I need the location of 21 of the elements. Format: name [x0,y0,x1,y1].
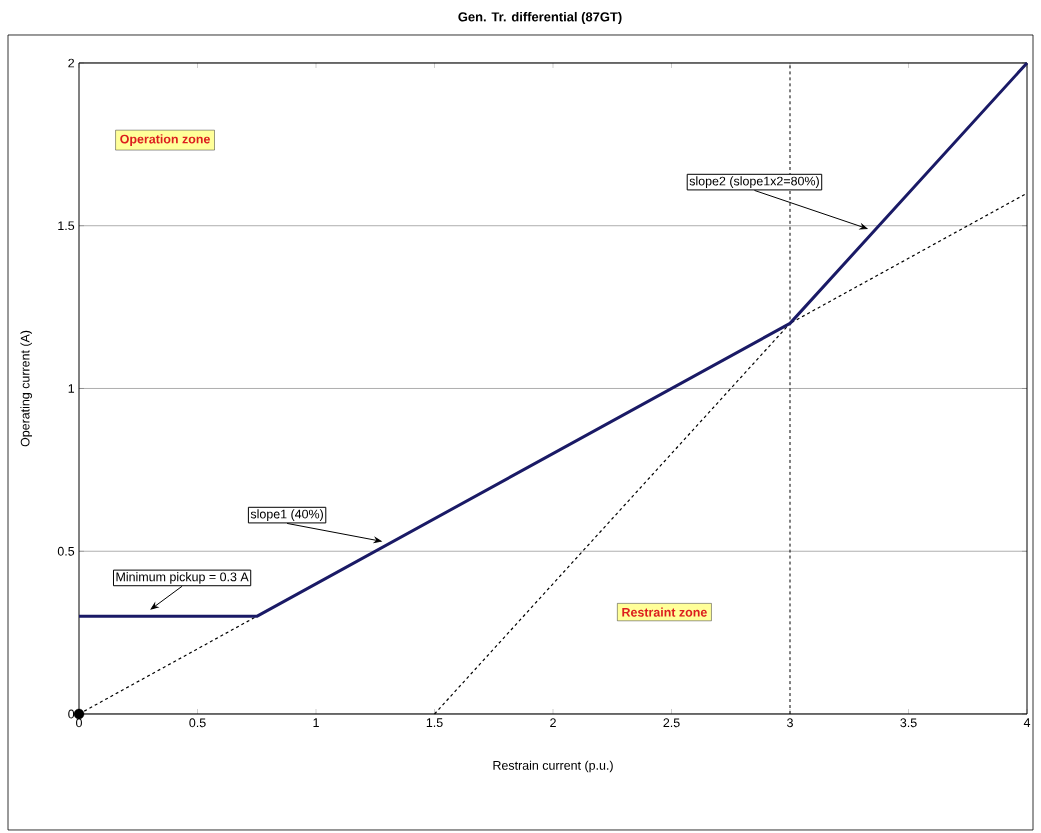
x-tick-label: 3 [787,718,793,728]
x-axis-title: Restrain current (p.u.) [493,760,613,773]
x-tick-label: 0.5 [189,718,206,728]
annotation: slope2 (slope1x2=80%) [689,176,819,188]
y-tick-label: 1.5 [58,221,75,231]
x-tick-label: 2.5 [663,718,680,728]
chart-title: Gen. Tr. differential (87GT) [458,11,622,25]
y-tick-label: 1 [68,384,75,393]
x-tick-label: 1 [313,718,319,727]
y-tick-label: 2 [68,58,75,68]
annotation: Operation zone [120,134,210,146]
x-tick-label: 1.5 [426,718,443,728]
x-tick-label: 4 [1023,718,1031,727]
annotation: Restraint zone [622,607,707,617]
y-tick-label: 0 [68,709,75,719]
annotation: slope1 (40%) [250,509,323,521]
y-tick-label: 0.5 [57,546,75,556]
x-tick-label: 2 [550,718,556,728]
y-axis-title: Operating current (A) [20,330,32,447]
x-tick-label: 3.5 [900,718,917,728]
annotation: Minimum pickup = 0.3 A [116,572,249,584]
